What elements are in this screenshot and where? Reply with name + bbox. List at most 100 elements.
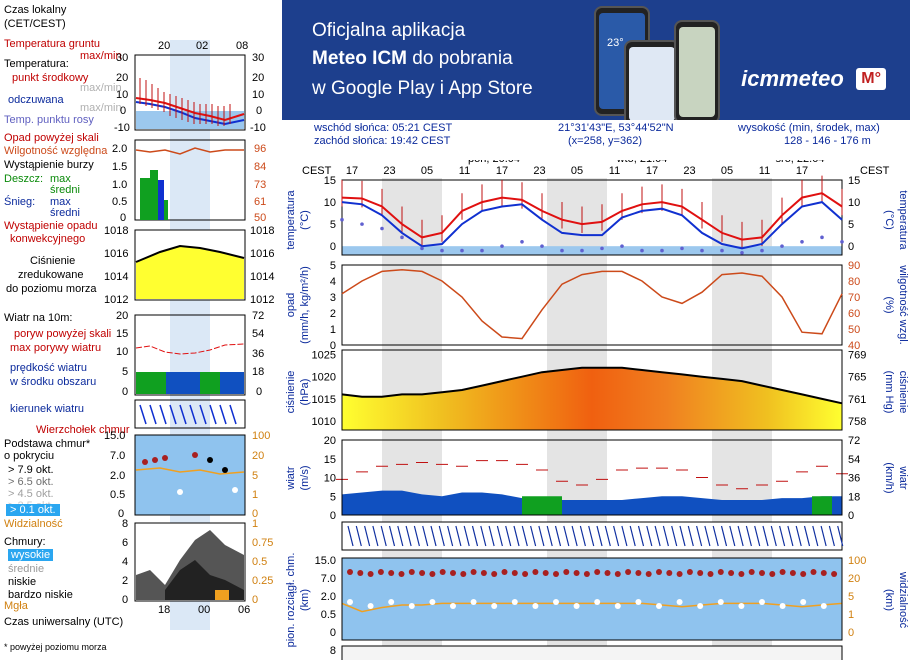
cloud-panel-bg (342, 558, 842, 640)
legend-press-tick: 1012 (104, 294, 129, 306)
cloud-base-point (738, 603, 745, 609)
hour-tick: 23 (533, 165, 545, 177)
legend-vis-tick: 0 (252, 508, 259, 520)
cloud-base-point (347, 599, 353, 605)
hour-tick: 11 (609, 165, 620, 177)
day-label: wto, 21.04 (616, 160, 668, 165)
cloud-base-point (532, 603, 539, 609)
visibility-line (341, 602, 843, 613)
humidity-tick: 90 (848, 260, 860, 272)
dewpoint-point (820, 235, 824, 240)
cloud-base-point (480, 570, 487, 576)
legend-felt-maxmin: max/min (80, 102, 122, 114)
legend-wind-on: Wiatr na 10m: (4, 312, 73, 324)
humidity-axis-label: wilgotność wzgl. (897, 264, 909, 344)
legend-cl-tick: 8 (122, 518, 129, 530)
wind-arrow (438, 525, 445, 547)
wind-kmh-tick: 36 (848, 473, 860, 485)
legend-temp-tick-r: -10 (250, 122, 266, 134)
cloud-base-point (511, 599, 518, 605)
legend-very-low: bardzo niskie (8, 589, 73, 601)
legend-local-tick: 02 (196, 40, 209, 52)
cloud-base-point (583, 571, 590, 577)
wind-arrow (546, 525, 553, 547)
cloud-base-point (614, 571, 621, 577)
temp-tick-right: 5 (848, 219, 854, 231)
legend-okt-65: > 6.5 okt. (8, 476, 54, 488)
wind-arrow (488, 525, 495, 547)
legend-svg (134, 40, 246, 630)
legend-rain-avg: średni (50, 184, 80, 196)
wind-arrow (729, 525, 736, 547)
cloud-base-point (470, 569, 477, 575)
legend-mid: średnie (8, 563, 45, 575)
legend-wind-dir: kierunek wiatru (10, 403, 84, 415)
temp-axis-unit: (°C) (299, 210, 311, 230)
dewpoint-point (640, 248, 644, 253)
temp-tick: 10 (324, 197, 336, 209)
precip-tick: 0 (330, 340, 336, 352)
cest-label-right: CEST (860, 165, 890, 177)
precip-tick: 3 (330, 292, 336, 304)
hour-tick: 23 (383, 165, 395, 177)
wind-arrow (355, 525, 362, 547)
legend-coverage: o pokryciu (4, 450, 55, 462)
wind-arrow (380, 525, 387, 547)
app-banner[interactable]: Oficjalna aplikacja Meteo ICM do pobrani… (282, 0, 910, 120)
legend-utc-tick: 00 (198, 604, 211, 616)
legend-cl-tick-r: 0 (252, 594, 259, 606)
legend-storm: Wystąpienie burzy (4, 159, 94, 171)
wind-arrow (837, 525, 844, 547)
cloud-base-point (686, 569, 693, 575)
cloud-base-point (594, 569, 601, 575)
wind-green-band (812, 496, 832, 515)
legend-precip-tick: 0 (120, 212, 127, 224)
wind-arrow (397, 525, 404, 547)
wind-kmh-tick: 0 (848, 510, 854, 522)
legend-low: niskie (8, 576, 37, 588)
legend-cl-tick-r: 1 (252, 518, 259, 530)
cloud-base-point (501, 569, 508, 575)
cloud-base-point (625, 569, 632, 575)
wind-arrow (388, 525, 396, 547)
cloud-base-point (635, 570, 642, 576)
wind-arrow (496, 525, 503, 547)
legend-temp-tick-r: 20 (252, 72, 265, 84)
legend-temp-tick: 20 (116, 72, 129, 84)
legend-temp-tick: -10 (114, 122, 130, 134)
logo-text: icmmeteo (741, 66, 844, 91)
legend-press-tick: 1018 (104, 225, 129, 237)
legend-cloud-top: Wierzchołek chmur (36, 424, 130, 436)
legend-cloud-tick: 15.0 (104, 430, 126, 442)
wind-kmh-tick: 18 (848, 491, 860, 503)
dewpoint-point (720, 248, 724, 253)
wind-arrow (521, 525, 528, 547)
legend-snow: Śnieg: (4, 196, 36, 208)
wind-arrow (629, 525, 636, 547)
banner-line-3: w Google Play i App Store (312, 78, 533, 99)
wind-arrow (679, 525, 686, 547)
wind-tick: 0 (330, 510, 336, 522)
legend-vis-tick: 100 (252, 430, 271, 442)
cloud-base-point (820, 570, 827, 576)
wind-panel-frame (341, 439, 843, 516)
cloud-axis-label: pion. rozciągł. chm. (285, 553, 297, 648)
legend-midpoint: punkt środkowy (12, 72, 89, 84)
cloud-base-point (511, 570, 518, 576)
wind-arrow (712, 525, 719, 547)
legend-press-tick-r: 1018 (250, 225, 275, 237)
wind-arrow (604, 525, 611, 547)
wind-arrow (372, 525, 379, 547)
dewpoint-point (440, 248, 444, 253)
temp-below-zero-band (342, 246, 842, 255)
cloud-base-point (367, 571, 374, 577)
dewpoint-point (780, 244, 784, 248)
legend-footnote: * powyżej poziomu morza (4, 642, 107, 652)
pressure-mm-tick: 769 (848, 349, 866, 361)
temp-tick-right: 15 (848, 175, 860, 187)
dewpoint-point (400, 235, 404, 240)
height-values: 128 - 146 - 176 m (784, 135, 871, 147)
wind-arrow (596, 525, 603, 547)
wind-kmh-unit: (km/h) (883, 462, 895, 493)
dewpoint-point (420, 246, 424, 251)
